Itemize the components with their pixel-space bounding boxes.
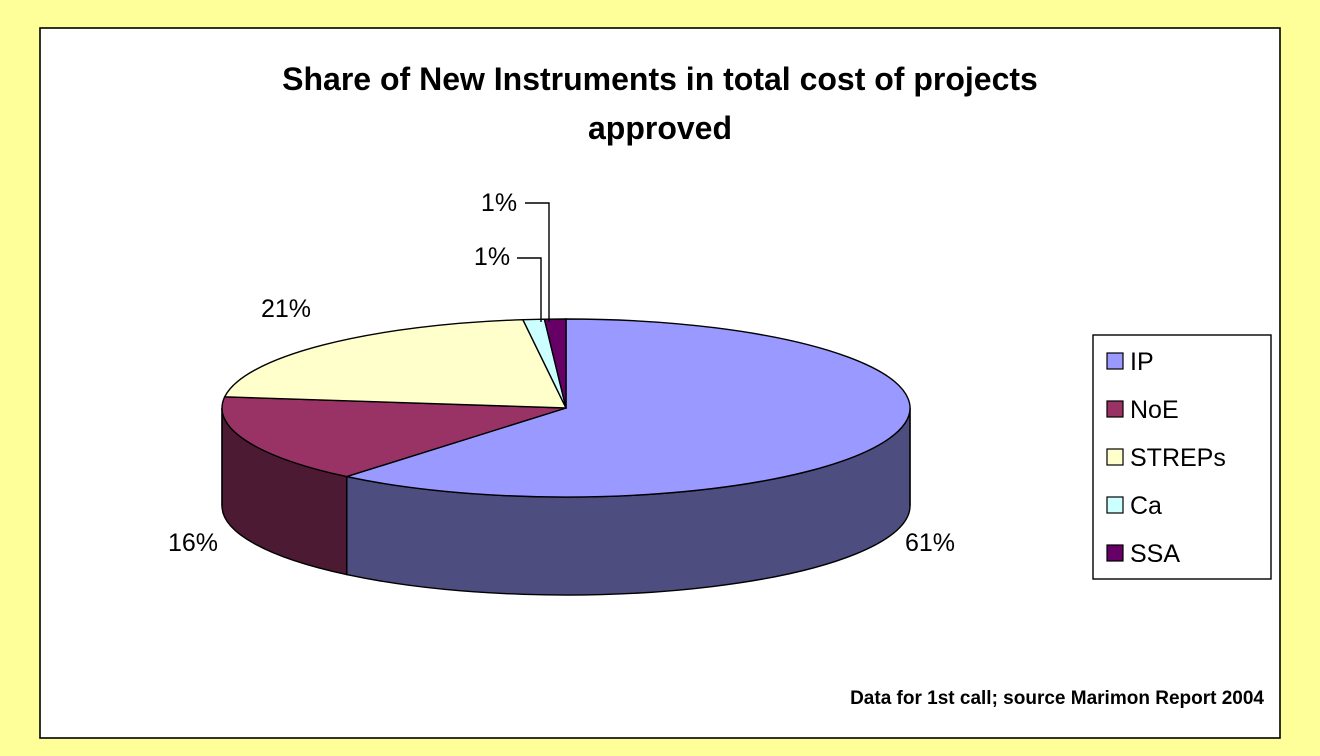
data-label-streps: 21% (261, 295, 311, 323)
pie-slice-ssa (543, 318, 567, 409)
legend-swatch-noe (1106, 400, 1124, 418)
pie-slice-streps (223, 318, 568, 409)
legend-label-ssa: SSA (1130, 540, 1180, 568)
data-label-noe: 16% (168, 529, 218, 557)
leader-line-ssa (525, 202, 550, 322)
leader-line-ca (517, 257, 542, 322)
legend-label-ca: Ca (1130, 492, 1162, 520)
data-label-ca: 1% (474, 243, 510, 271)
legend-swatch-ca (1106, 496, 1124, 514)
data-label-ssa: 1% (481, 189, 517, 217)
data-label-ip: 61% (905, 529, 955, 557)
legend-label-ip: IP (1130, 348, 1154, 376)
chart-title-line-1: Share of New Instruments in total cost o… (282, 61, 1038, 97)
chart-legend: IP NoE STREPs Ca SSA (1092, 334, 1272, 580)
legend-swatch-streps (1106, 448, 1124, 466)
pie-data-labels: 61% 16% 21% 1% 1% (168, 189, 955, 557)
legend-swatch-ip (1106, 352, 1124, 370)
pie-slice-ip (343, 318, 911, 498)
chart-footnote: Data for 1st call; source Marimon Report… (850, 688, 1264, 709)
legend-label-streps: STREPs (1130, 444, 1226, 472)
chart-title-line-2: approved (588, 110, 732, 146)
pie-slice-noe (221, 396, 567, 478)
pie-plot (221, 318, 911, 596)
legend-swatch-ssa (1106, 544, 1124, 562)
legend-label-noe: NoE (1130, 396, 1179, 424)
